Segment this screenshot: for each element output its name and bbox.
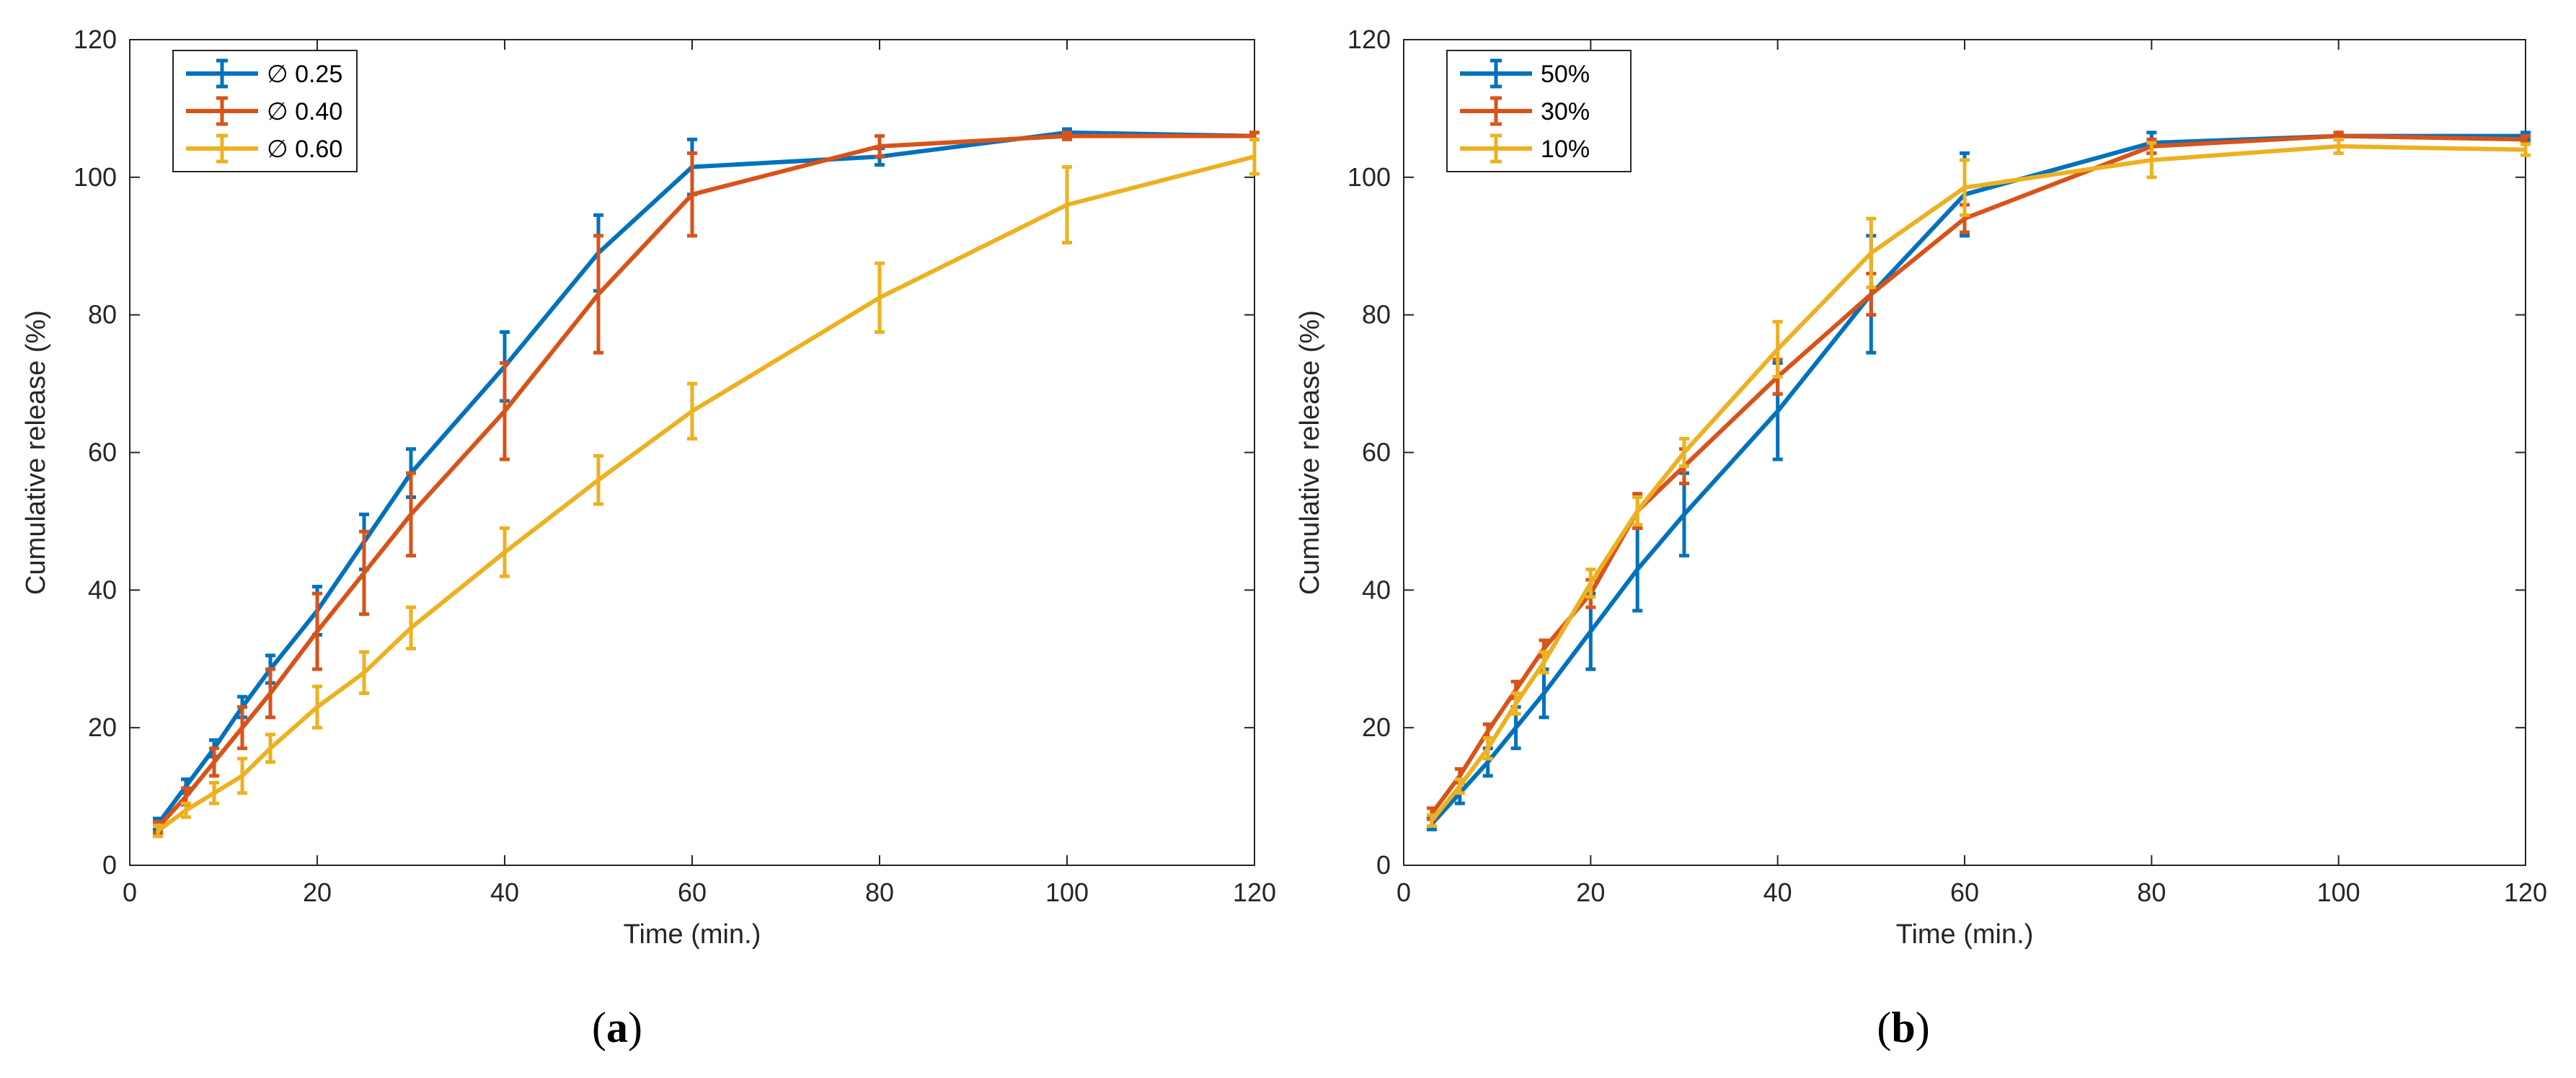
- legend-label: ∅ 0.60: [267, 136, 342, 163]
- x-tick-label: 80: [865, 878, 894, 907]
- y-tick-label: 0: [102, 850, 117, 880]
- legend-label: ∅ 0.40: [267, 98, 342, 125]
- y-tick-label: 60: [1362, 438, 1391, 467]
- x-tick-label: 100: [1045, 878, 1089, 907]
- x-tick-label: 60: [1950, 878, 1979, 907]
- x-tick-label: 20: [1576, 878, 1605, 907]
- y-tick-label: 40: [88, 575, 117, 604]
- y-tick-label: 80: [1362, 300, 1391, 330]
- chart-panel-a: 0 20 40 60 80 100 120 0 20 40 60 80 100 120 Time (min.…: [21, 25, 1276, 950]
- series-line: [156, 154, 1255, 833]
- x-tick-label: 120: [2504, 878, 2547, 907]
- x-tick-label: 100: [2317, 878, 2360, 907]
- legend: ∅ 0.25 ∅ 0.40 ∅ 0.60: [172, 50, 358, 172]
- y-tick-label: 100: [1347, 162, 1391, 192]
- series-2: [153, 131, 1260, 835]
- x-tick-label: 120: [1233, 878, 1276, 907]
- x-tick-label: 40: [490, 878, 519, 907]
- y-tick-label: 20: [1362, 712, 1391, 742]
- series-line: [1430, 143, 2526, 822]
- y-tick-label: 0: [1376, 850, 1391, 880]
- y-tick-label: 60: [88, 438, 117, 467]
- y-tick-label: 120: [74, 25, 117, 54]
- series-line: [156, 133, 1254, 829]
- y-tick-label: 120: [1347, 25, 1391, 54]
- y-tick-label: 40: [1362, 575, 1391, 604]
- legend-label: 50%: [1541, 61, 1590, 88]
- legend-label: 10%: [1541, 136, 1590, 163]
- x-tick-label: 20: [303, 878, 332, 907]
- legend-label: ∅ 0.25: [267, 61, 342, 88]
- series-line: [1430, 133, 2526, 826]
- series-3: [153, 137, 1260, 839]
- y-axis-label: Cumulative release (%): [1295, 310, 1325, 595]
- y-tick-label: 100: [74, 162, 117, 192]
- x-tick-label: 40: [1763, 878, 1792, 907]
- legend-label: 30%: [1541, 98, 1590, 125]
- x-tick-label: 0: [123, 878, 137, 907]
- legend: 50% 30% 10%: [1446, 50, 1632, 172]
- series-3: [1426, 137, 2531, 829]
- y-tick-label: 20: [88, 712, 117, 742]
- y-tick-label: 80: [88, 300, 117, 330]
- x-tick-label: 0: [1397, 878, 1411, 907]
- chart-panel-b: 0 20 40 60 80 100 120 0 20 40 60 80 100 120 Time (min.…: [1295, 25, 2547, 950]
- x-axis-label: Time (min.): [624, 919, 761, 950]
- y-axis-label: Cumulative release (%): [21, 310, 51, 595]
- x-tick-label: 60: [678, 878, 707, 907]
- x-tick-label: 80: [2137, 878, 2166, 907]
- panel-label-a: (a): [592, 1004, 642, 1051]
- x-axis-label: Time (min.): [1896, 919, 2034, 950]
- panel-label-b: (b): [1877, 1004, 1929, 1051]
